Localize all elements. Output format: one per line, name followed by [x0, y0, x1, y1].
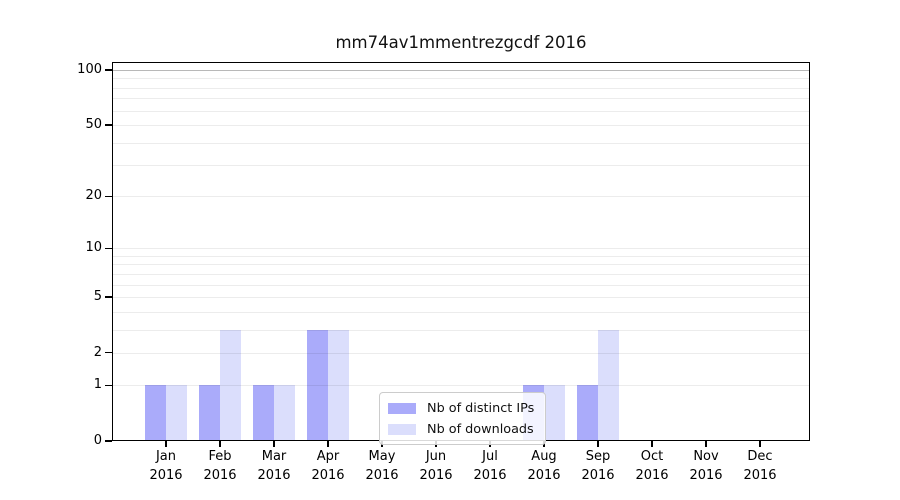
x-tick-label-aug: Aug 2016 [527, 449, 561, 483]
x-tick-label-jun: Jun 2016 [419, 449, 453, 483]
y-tick-label-0: 0 [93, 433, 102, 448]
x-tick-label-apr: Apr 2016 [311, 449, 345, 483]
bar-ips-apr [307, 329, 328, 441]
x-tick-label-jan: Jan 2016 [149, 449, 183, 483]
chart-title: mm74av1mmentrezgcdf 2016 [335, 33, 587, 52]
y-tick-label-100: 100 [77, 62, 102, 77]
y-tick-label-5: 5 [93, 289, 102, 304]
x-tick-label-may: May 2016 [365, 449, 399, 483]
gridline-y100 [112, 70, 810, 71]
x-tick-label-nov: Nov 2016 [689, 449, 723, 483]
bar-ips-mar [253, 385, 274, 441]
legend: Nb of distinct IPs Nb of downloads [379, 392, 546, 445]
x-tick-label-oct: Oct 2016 [635, 449, 669, 483]
y-tick-1 [105, 384, 112, 386]
legend-row-ips: Nb of distinct IPs [388, 398, 537, 419]
x-tick-sep [597, 441, 599, 447]
y-tick-label-10: 10 [85, 240, 102, 256]
x-tick-oct [651, 441, 653, 447]
bar-ips-sep [577, 385, 598, 441]
y-tick-0 [105, 440, 112, 442]
x-tick-mar [273, 441, 275, 447]
bar-downloads-feb [220, 329, 241, 441]
y-tick-20 [105, 195, 112, 197]
x-tick-nov [705, 441, 707, 447]
gridline-y1 [112, 385, 810, 387]
x-tick-feb [219, 441, 221, 447]
gridline-y70 [112, 98, 810, 100]
bar-downloads-apr [328, 329, 349, 441]
gridline-y80 [112, 87, 810, 89]
x-tick-dec [759, 441, 761, 447]
grid-layer [112, 62, 810, 441]
legend-swatch-downloads [388, 424, 416, 435]
gridline-y50 [112, 124, 810, 126]
legend-row-downloads: Nb of downloads [388, 419, 537, 440]
y-tick-label-1: 1 [93, 377, 102, 393]
gridline-y7 [112, 273, 810, 275]
bar-ips-feb [199, 385, 220, 441]
legend-label-downloads: Nb of downloads [427, 422, 534, 437]
x-tick-jan [165, 441, 167, 447]
x-tick-label-dec: Dec 2016 [743, 449, 777, 483]
x-tick-label-feb: Feb 2016 [203, 449, 237, 483]
x-tick-apr [327, 441, 329, 447]
gridline-y6 [112, 284, 810, 286]
y-tick-2 [105, 351, 112, 354]
bar-downloads-jan [166, 385, 187, 441]
gridline-y3 [112, 329, 810, 331]
gridline-y90 [112, 78, 810, 80]
bar-downloads-sep [598, 329, 619, 441]
y-tick-100 [105, 69, 112, 71]
legend-label-ips: Nb of distinct IPs [427, 401, 535, 416]
y-tick-label-20: 20 [85, 188, 102, 204]
gridline-y4 [112, 311, 810, 313]
plot-area: Nb of distinct IPs Nb of downloads [112, 62, 810, 445]
x-tick-label-jul: Jul 2016 [473, 449, 507, 483]
legend-swatch-ips [388, 403, 416, 414]
gridline-y60 [112, 110, 810, 112]
gridline-y8 [112, 264, 810, 266]
gridline-y9 [112, 255, 810, 257]
y-tick-label-2: 2 [93, 344, 102, 360]
y-tick-5 [105, 296, 112, 298]
gridline-y2 [112, 352, 810, 354]
y-tick-label-50: 50 [85, 116, 102, 132]
gridline-y5 [112, 297, 810, 298]
bar-downloads-mar [274, 385, 295, 441]
gridline-y40 [112, 142, 810, 144]
y-tick-50 [105, 124, 112, 126]
x-tick-label-mar: Mar 2016 [257, 449, 291, 483]
x-tick-label-sep: Sep 2016 [581, 449, 615, 483]
bar-downloads-aug [544, 385, 565, 441]
gridline-y20 [112, 196, 810, 198]
bar-ips-jan [145, 385, 166, 441]
gridline-y30 [112, 164, 810, 166]
gridline-y10 [112, 248, 810, 250]
y-tick-10 [105, 247, 112, 249]
